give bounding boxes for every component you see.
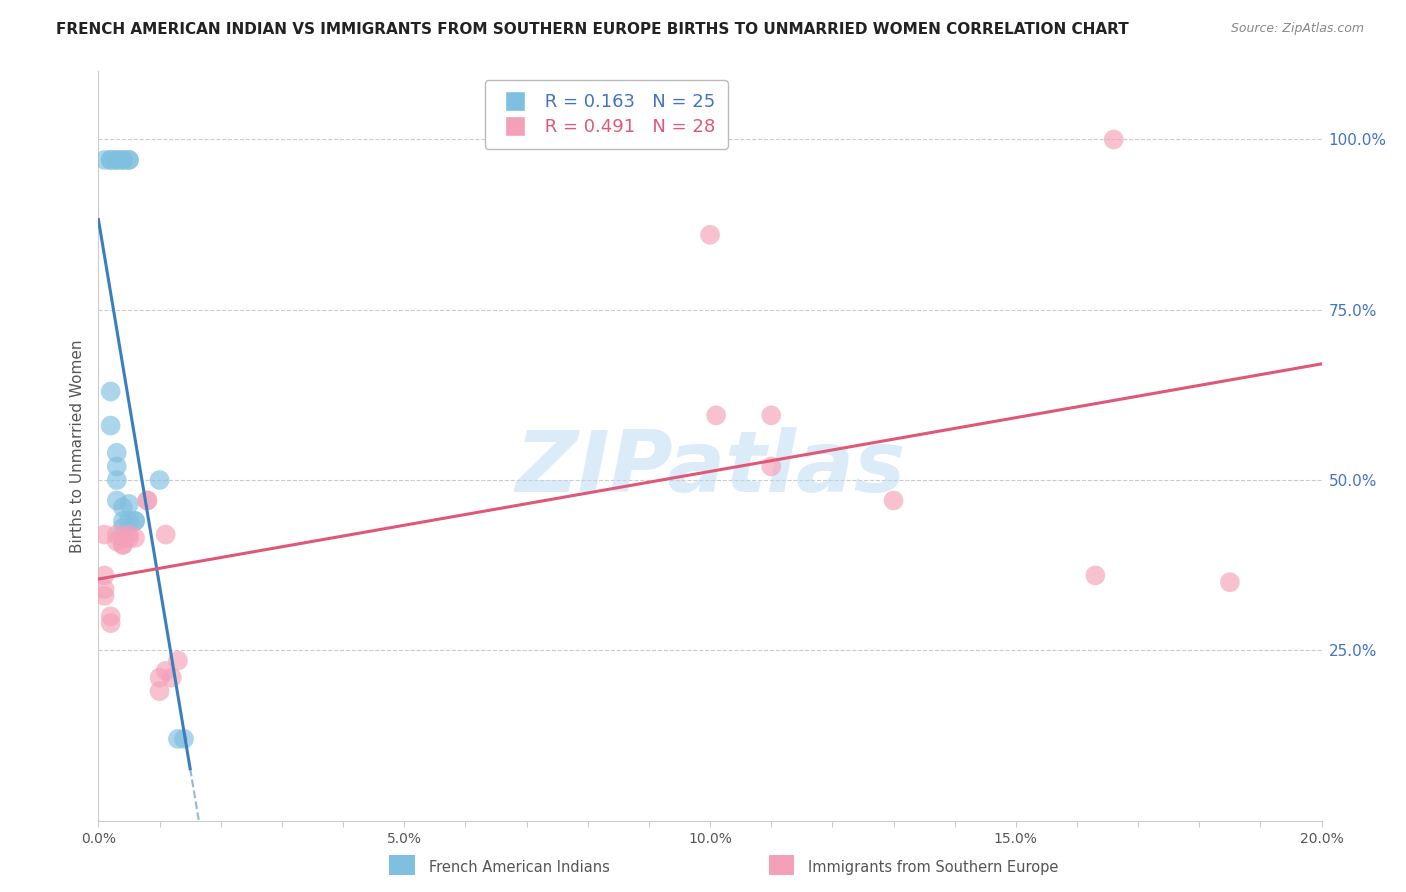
Point	[111, 531, 134, 545]
Point	[111, 514, 134, 528]
Point	[118, 527, 141, 541]
Point	[118, 153, 141, 167]
Point	[105, 493, 128, 508]
Point	[105, 153, 128, 167]
Point	[105, 534, 128, 549]
Point	[704, 409, 727, 423]
Point	[111, 538, 134, 552]
Point	[124, 531, 146, 545]
Point	[124, 514, 146, 528]
Point	[105, 446, 128, 460]
Point	[1219, 575, 1241, 590]
Point	[136, 493, 159, 508]
Point	[93, 582, 115, 596]
Point	[149, 684, 172, 698]
Point	[93, 527, 115, 541]
Text: ZIPatlas: ZIPatlas	[515, 427, 905, 510]
Point	[111, 153, 134, 167]
Point	[105, 153, 128, 167]
Point	[111, 153, 134, 167]
Point	[105, 473, 128, 487]
Point	[883, 493, 905, 508]
Point	[155, 527, 177, 541]
Legend:  R = 0.163   N = 25,  R = 0.491   N = 28: R = 0.163 N = 25, R = 0.491 N = 28	[485, 80, 727, 149]
Point	[100, 418, 122, 433]
Point	[160, 671, 183, 685]
Point	[124, 514, 146, 528]
Text: FRENCH AMERICAN INDIAN VS IMMIGRANTS FROM SOUTHERN EUROPE BIRTHS TO UNMARRIED WO: FRENCH AMERICAN INDIAN VS IMMIGRANTS FRO…	[56, 22, 1129, 37]
Point	[100, 384, 122, 399]
Point	[136, 493, 159, 508]
Point	[93, 568, 115, 582]
Point	[100, 153, 122, 167]
Point	[1084, 568, 1107, 582]
Point	[105, 527, 128, 541]
Point	[167, 654, 190, 668]
Point	[111, 538, 134, 552]
Text: French American Indians: French American Indians	[429, 861, 610, 875]
Point	[118, 531, 141, 545]
Point	[149, 473, 172, 487]
Point	[118, 497, 141, 511]
Point	[699, 227, 721, 242]
Point	[100, 153, 122, 167]
Point	[167, 731, 190, 746]
Point	[93, 153, 115, 167]
Text: Immigrants from Southern Europe: Immigrants from Southern Europe	[808, 861, 1059, 875]
Point	[155, 664, 177, 678]
Point	[100, 616, 122, 631]
Point	[111, 500, 134, 515]
Point	[118, 514, 141, 528]
Y-axis label: Births to Unmarried Women: Births to Unmarried Women	[69, 339, 84, 553]
Point	[149, 671, 172, 685]
Point	[759, 459, 782, 474]
Text: Source: ZipAtlas.com: Source: ZipAtlas.com	[1230, 22, 1364, 36]
Point	[100, 609, 122, 624]
Point	[111, 521, 134, 535]
Point	[173, 731, 195, 746]
Point	[1102, 132, 1125, 146]
Point	[759, 409, 782, 423]
Point	[118, 153, 141, 167]
Point	[105, 459, 128, 474]
Point	[93, 589, 115, 603]
